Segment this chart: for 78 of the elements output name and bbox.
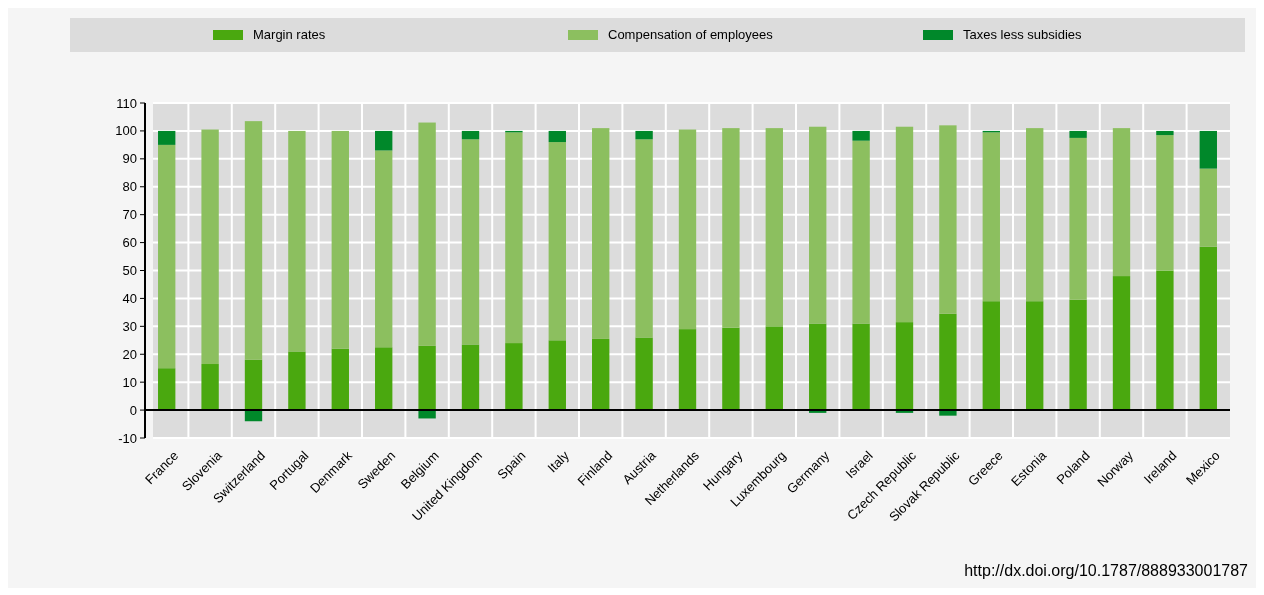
bar <box>1199 246 1217 411</box>
bar <box>1026 128 1044 302</box>
bar <box>201 129 219 365</box>
bar <box>548 142 566 341</box>
y-tick-label: 60 <box>122 235 137 251</box>
bar <box>548 340 566 411</box>
bar <box>765 326 783 411</box>
bar <box>288 351 306 411</box>
bar <box>1026 301 1044 411</box>
y-tick-label: 30 <box>122 318 137 334</box>
bar <box>461 130 480 140</box>
bar <box>635 139 653 338</box>
bar <box>375 150 393 348</box>
bar <box>939 313 957 411</box>
y-tick-label: -10 <box>118 430 137 446</box>
bar <box>678 129 697 330</box>
bar <box>635 130 653 140</box>
text: http://dx.doi.org/10.1787/888933001787 <box>964 562 1249 579</box>
bar <box>1069 137 1087 300</box>
bar <box>895 126 914 323</box>
bar <box>722 327 740 411</box>
legend-label: Taxes less subsidies <box>963 27 1082 42</box>
bar <box>1156 130 1174 136</box>
y-tick-label: 100 <box>115 123 137 139</box>
bar <box>809 323 827 411</box>
y-tick-label: 10 <box>122 374 137 390</box>
bar <box>505 343 523 411</box>
bar <box>375 347 393 411</box>
bar <box>418 345 436 411</box>
y-tick-label: 40 <box>122 290 137 306</box>
bar <box>461 139 480 345</box>
bar <box>982 301 1000 411</box>
bar <box>158 130 176 145</box>
bar <box>1112 276 1131 411</box>
bar <box>635 337 653 411</box>
y-tick-label: 0 <box>129 402 137 418</box>
bar <box>852 323 870 411</box>
bar <box>939 410 957 416</box>
bar <box>288 130 306 352</box>
bar <box>201 364 219 411</box>
bar <box>1069 130 1087 138</box>
y-tick-label: 20 <box>122 346 137 362</box>
bar <box>1199 130 1217 169</box>
bar <box>592 338 610 411</box>
y-tick-label: 80 <box>122 179 137 195</box>
bar <box>1112 128 1131 277</box>
x-tick-label: Italy <box>544 447 573 476</box>
bar <box>375 130 393 151</box>
bar <box>1156 270 1174 411</box>
legend-label: Margin rates <box>253 27 326 42</box>
bar <box>722 128 740 328</box>
bar <box>505 132 523 344</box>
bar <box>809 126 827 324</box>
bar <box>852 130 870 141</box>
bar <box>895 322 914 411</box>
bar <box>1156 135 1174 271</box>
bar <box>244 359 263 411</box>
bar <box>548 130 566 143</box>
bar <box>1069 299 1087 411</box>
y-tick-label: 70 <box>122 207 137 223</box>
bar <box>331 348 349 411</box>
bar <box>1199 168 1217 247</box>
y-tick-label: 90 <box>122 151 137 167</box>
bar <box>852 140 870 324</box>
bar <box>158 144 176 369</box>
y-tick-label: 110 <box>116 95 137 111</box>
bar <box>982 132 1000 302</box>
bar <box>592 128 610 339</box>
y-tick-label: 50 <box>122 263 137 279</box>
bar <box>418 122 436 346</box>
legend-label: Compensation of employees <box>608 27 774 42</box>
bar <box>331 130 349 349</box>
bar <box>765 128 783 327</box>
bar <box>244 121 263 360</box>
bar <box>461 344 480 411</box>
bar <box>158 368 176 411</box>
bar <box>939 125 957 314</box>
bar <box>678 329 697 411</box>
